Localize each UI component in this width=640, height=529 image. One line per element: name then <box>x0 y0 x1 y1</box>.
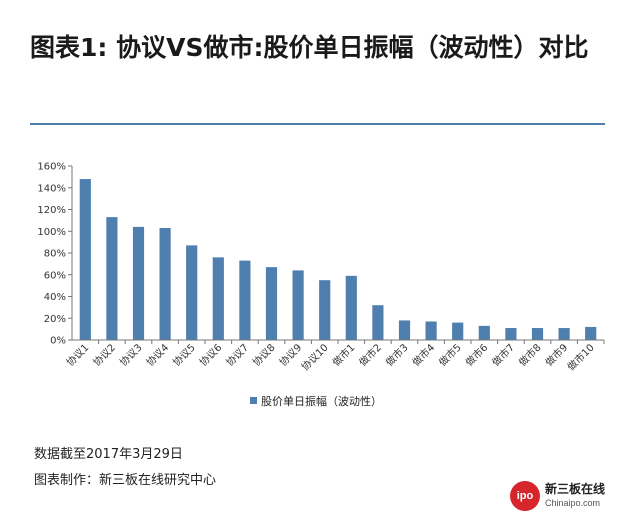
bar <box>345 275 357 340</box>
x-tick-label: 做市3 <box>383 341 411 369</box>
bar <box>478 325 490 340</box>
bar <box>425 321 437 340</box>
ipo-logo-icon: ipo <box>510 481 540 511</box>
brand-name-cn: 新三板在线 <box>545 482 606 496</box>
x-tick-label: 做市4 <box>409 341 437 369</box>
bar <box>505 328 517 340</box>
x-tick-label: 做市6 <box>463 341 491 369</box>
bar <box>558 328 570 340</box>
bars-group <box>79 179 597 340</box>
legend-swatch <box>250 397 257 404</box>
y-tick-label: 80% <box>44 249 66 260</box>
y-tick-label: 100% <box>37 227 66 238</box>
y-tick-label: 140% <box>37 183 66 194</box>
bar <box>319 280 331 340</box>
y-tick-label: 40% <box>44 292 66 303</box>
bar <box>265 267 278 340</box>
x-tick-label: 做市7 <box>489 341 517 369</box>
bar <box>106 217 118 340</box>
legend: 股价单日振幅（波动性） <box>250 394 382 408</box>
bar <box>531 328 544 340</box>
bar <box>132 226 145 340</box>
bar <box>79 179 91 340</box>
x-tick-label: 做市8 <box>516 341 544 369</box>
legend-label: 股价单日振幅（波动性） <box>261 394 382 408</box>
x-tick-label: 协议7 <box>223 341 251 369</box>
x-tick-label: 协议3 <box>117 341 145 369</box>
bar <box>239 260 251 340</box>
x-tick-label: 协议5 <box>170 341 198 369</box>
bar <box>372 305 384 340</box>
x-tick-label: 做市2 <box>356 341 384 369</box>
y-axis: 0% 20% 40% 60% 80% 100% 120% 140% 160% <box>37 162 73 347</box>
y-tick-label: 160% <box>37 162 66 173</box>
bar <box>212 257 224 340</box>
brand-name-en: Chinaipo.com <box>545 498 601 508</box>
bar <box>585 326 597 340</box>
data-date-note: 数据截至2017年3月29日 <box>34 447 183 462</box>
x-tick-label: 协议4 <box>143 341 171 369</box>
x-tick-label: 做市10 <box>564 341 596 373</box>
bar <box>186 245 198 340</box>
bar <box>452 322 464 340</box>
x-tick-label: 协议2 <box>90 341 118 369</box>
brand-logo: ipo 新三板在线 Chinaipo.com <box>510 479 605 513</box>
x-tick-label: 协议10 <box>298 341 330 373</box>
source-note: 图表制作：新三板在线研究中心 <box>34 473 217 488</box>
bar <box>159 227 171 340</box>
y-tick-label: 20% <box>44 314 66 325</box>
y-tick-label: 60% <box>44 270 66 281</box>
y-tick-label: 0% <box>50 336 66 347</box>
x-tick-label: 协议6 <box>197 341 225 369</box>
bar-chart: 0% 20% 40% 60% 80% 100% 120% 140% 160% 协议1 协议2 协议3… <box>37 162 605 408</box>
x-tick-label: 做市5 <box>436 341 464 369</box>
bar <box>398 320 411 340</box>
x-tick-label: 协议1 <box>64 341 92 369</box>
title-divider <box>30 123 605 125</box>
x-tick-label: 协议8 <box>250 341 278 369</box>
chart-title: 图表1: 协议VS做市:股价单日振幅（波动性）对比 <box>30 33 589 62</box>
x-tick-label: 做市1 <box>330 341 358 369</box>
y-tick-label: 120% <box>37 205 66 216</box>
bar <box>292 270 304 340</box>
